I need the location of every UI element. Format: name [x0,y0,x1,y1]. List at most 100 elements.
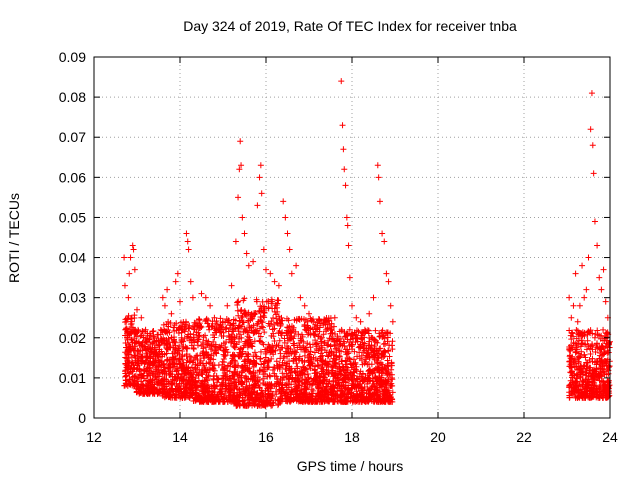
data-point [227,339,234,346]
data-point [383,329,390,336]
data-point [303,326,310,333]
data-point [220,372,227,379]
data-point [184,345,191,352]
data-point [569,330,576,337]
data-point [381,238,388,245]
data-point [200,352,207,359]
x-tick-label: 14 [172,429,188,445]
data-point [337,393,344,400]
data-point [389,346,396,353]
data-point [250,382,257,389]
data-point [174,375,181,382]
data-point [582,383,589,390]
data-point [312,363,319,370]
data-point [282,395,289,402]
data-point [170,363,177,370]
data-point [331,360,338,367]
data-point [591,218,598,225]
data-point [212,398,219,405]
data-point [593,383,600,390]
data-point [190,375,197,382]
data-point [203,349,210,356]
data-point [152,357,159,364]
data-point [573,342,580,349]
data-point [139,328,146,335]
data-point [336,347,343,354]
data-point [591,359,598,366]
data-point [341,166,348,173]
data-point [258,190,265,197]
x-tick-label: 16 [258,429,274,445]
data-point [239,214,246,221]
data-point [198,394,205,401]
data-point [158,348,165,355]
data-point [126,342,133,349]
data-point [603,358,610,365]
data-point [582,354,589,361]
data-point [291,368,298,375]
data-point [151,368,158,375]
data-point [155,342,162,349]
data-point [138,314,145,321]
data-point [343,358,350,365]
data-point [199,398,206,405]
data-point [353,363,360,370]
data-point [259,319,266,326]
data-point [577,343,584,350]
data-point [280,198,287,205]
data-point [238,381,245,388]
data-point [147,382,154,389]
data-point [381,335,388,342]
data-point [281,335,288,342]
data-point [357,318,364,325]
data-point [245,262,252,269]
data-point [245,396,252,403]
data-point [199,367,206,374]
data-point [267,400,274,407]
data-point [143,368,150,375]
data-point [361,326,368,333]
data-point [336,338,343,345]
data-point [240,319,247,326]
data-point [296,357,303,364]
data-point [256,376,263,383]
data-point [253,296,260,303]
data-point [573,326,580,333]
data-point [355,344,362,351]
data-point [266,394,273,401]
data-point [346,355,353,362]
data-point [223,338,230,345]
data-point [245,356,252,363]
data-point [576,302,583,309]
data-point [143,355,150,362]
data-point [240,385,247,392]
data-point [235,362,242,369]
data-point [294,344,301,351]
data-point [246,365,253,372]
data-point [602,330,609,337]
data-point [356,398,363,405]
data-point [176,324,183,331]
data-point [294,382,301,389]
data-point [182,366,189,373]
data-point [178,339,185,346]
data-point [225,377,232,384]
data-point [292,383,299,390]
data-point [255,330,262,337]
data-point [602,343,609,350]
data-point [250,322,257,329]
data-point [284,337,291,344]
data-point [231,395,238,402]
data-point [378,381,385,388]
data-point [585,328,592,335]
data-point [195,329,202,336]
data-point [138,381,145,388]
data-point [602,298,609,305]
data-point [581,351,588,358]
data-point [193,396,200,403]
data-point [389,396,396,403]
data-point [159,294,166,301]
data-point [205,354,212,361]
data-point [218,323,225,330]
data-point [304,340,311,347]
